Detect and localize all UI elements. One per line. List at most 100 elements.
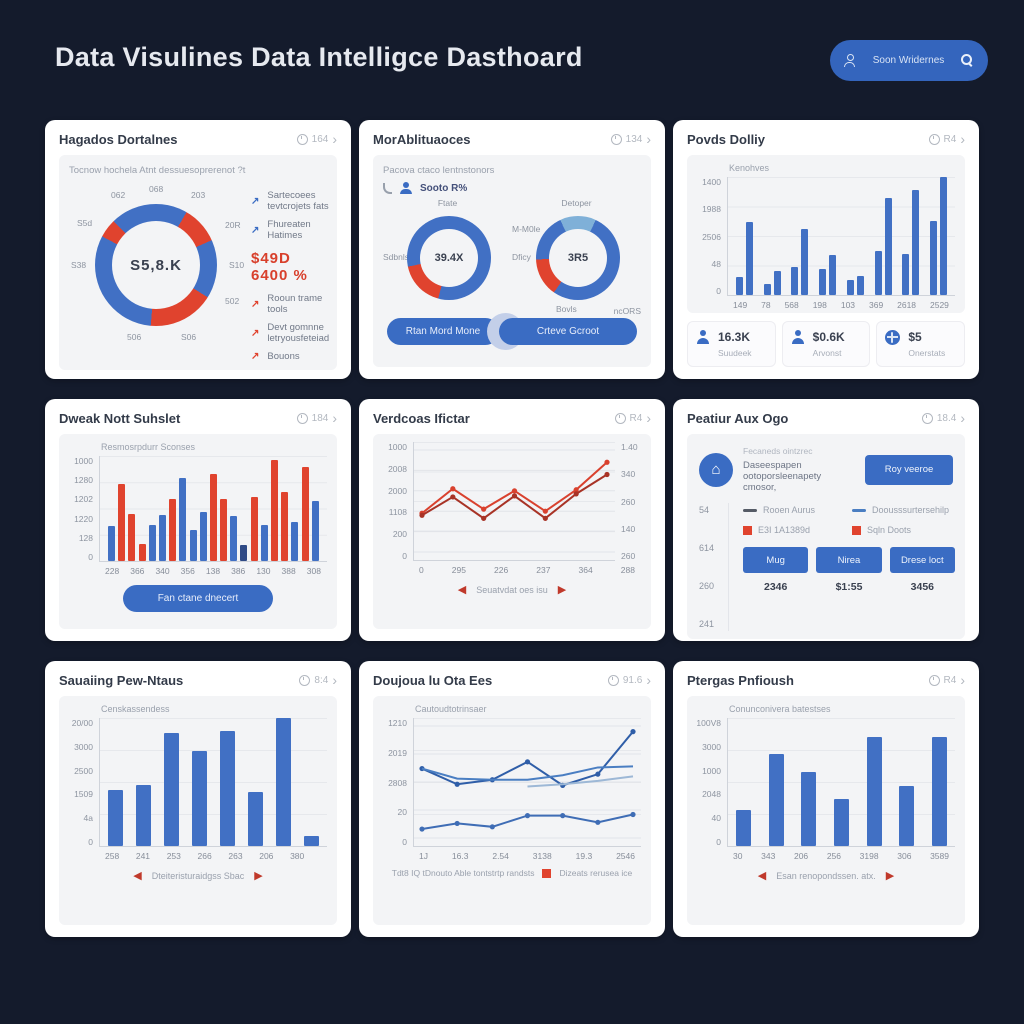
card-meta[interactable]: 164	[296, 132, 337, 147]
card-meta[interactable]: R4	[928, 132, 965, 147]
search-bar[interactable]: Soon Wridernes	[830, 40, 988, 81]
bar	[874, 251, 882, 295]
search-icon[interactable]	[961, 54, 974, 67]
person-icon	[400, 182, 412, 194]
clock-icon	[299, 675, 311, 686]
chevron-right-icon	[646, 132, 651, 147]
card-body: 1000 2008 2000 1108 200 0 1.40 340 260 140 260 0 295…	[373, 434, 651, 629]
bar-group	[846, 177, 864, 295]
donut-label: S5d	[77, 218, 93, 228]
bar	[108, 789, 123, 846]
card-meta[interactable]: 8:4	[299, 673, 337, 688]
x-tick: 0	[419, 565, 424, 575]
next-arrow-icon[interactable]	[886, 869, 894, 882]
prev-arrow-icon[interactable]	[458, 583, 466, 596]
y-tick: 1000	[388, 442, 407, 452]
bar	[281, 491, 289, 561]
y-tick: 48	[711, 258, 721, 269]
card-peatiur-aux-ogo: Peatiur Aux Ogo 18.4 Fecaneds ointzrec D…	[673, 399, 979, 641]
y-axis: 1000 2008 2000 1108 200 0	[383, 442, 413, 561]
primary-button[interactable]: Rtan Mord Mone	[387, 318, 499, 345]
pagination: Esan renopondssen. atx.	[697, 869, 955, 882]
x-tick: 226	[494, 565, 509, 575]
bar-group	[763, 177, 781, 295]
card-meta[interactable]: R4	[928, 673, 965, 688]
globe-icon	[885, 330, 901, 345]
secondary-button[interactable]: Crteve Gcroot	[499, 318, 637, 345]
donut-ring: S5,8.K	[95, 204, 217, 326]
bar	[931, 737, 947, 846]
legend-item: Devt gomnne letryousfeteiad	[251, 322, 329, 344]
x-tick: 306	[897, 851, 912, 861]
y-tick: 1400	[702, 177, 721, 187]
bar	[846, 279, 854, 295]
option-button[interactable]: Mug	[743, 547, 809, 573]
y-tick: 100V8	[696, 718, 721, 728]
next-arrow-icon[interactable]	[558, 583, 566, 596]
y-tick: 20	[397, 807, 407, 818]
x-tick: 16.3	[451, 851, 469, 861]
card-meta[interactable]: 18.4	[921, 411, 965, 426]
card-verdcoas-ifictar: Verdcoas Ifictar R4 10002008200011082000…	[359, 399, 665, 641]
bar	[763, 284, 771, 295]
chevron-right-icon	[332, 411, 337, 426]
x-tick: 253	[166, 851, 181, 861]
card-povds-dolliy: Povds Dolliy R4 Kenohves1400198825064801…	[673, 120, 979, 379]
chart-series-label: Conunconivera batestses	[729, 704, 831, 714]
pagination: Seuatvdat oes isu	[383, 583, 641, 596]
legend: Rooen Aurus Doousssurtersehilp E3I 1A138…	[743, 505, 955, 535]
x-tick: 356	[180, 566, 195, 576]
donut-center-value: S5,8.K	[112, 221, 200, 309]
card-title: Peatiur Aux Ogo	[687, 411, 789, 426]
y-tick: 1220	[74, 513, 93, 524]
plot-area	[413, 442, 615, 561]
bar	[276, 718, 291, 846]
bar	[220, 499, 228, 561]
bar	[736, 277, 743, 295]
x-tick: 149	[733, 300, 748, 310]
bar	[899, 785, 915, 846]
next-arrow-icon[interactable]	[254, 869, 262, 882]
info-button[interactable]: Roy veeroe	[865, 454, 953, 485]
x-tick: 198	[812, 300, 827, 310]
card-meta[interactable]: 91.6	[607, 673, 651, 688]
option-button[interactable]: Drese loct	[889, 547, 955, 573]
card-body: Censkassendess 20/00 3000 2500 1509 4a 0 258 241…	[59, 696, 337, 925]
plot-area	[727, 177, 955, 296]
x-tick: 138	[205, 566, 221, 576]
card-meta[interactable]: 184	[296, 411, 337, 426]
plot-area	[727, 718, 955, 847]
card-meta-value: R4	[943, 675, 957, 686]
bar	[819, 269, 827, 295]
bar	[833, 798, 849, 846]
y-tick: 4a	[83, 813, 93, 824]
option-button[interactable]: Nirea	[816, 547, 882, 573]
donut-label: M-M0le	[512, 224, 541, 234]
line-plot	[414, 449, 615, 553]
clock-icon	[928, 675, 940, 686]
donut-label: S38	[71, 260, 87, 270]
x-tick: 78	[761, 300, 771, 310]
card-title: MorAblituaoces	[373, 132, 471, 147]
x-tick: 206	[793, 851, 809, 861]
x-tick: 568	[784, 300, 799, 310]
donut-center-value: 39.4X	[420, 229, 478, 287]
y-tick: 2808	[388, 777, 407, 788]
action-button[interactable]: Fan ctane dnecert	[123, 585, 273, 612]
card-title: Sauaiing Pew-Ntaus	[59, 673, 184, 688]
donut-chart-developer: Detoper M-M0le Dficy Bovls ncORS 3R5	[512, 196, 641, 316]
card-meta-value: R4	[943, 134, 957, 145]
x-tick: 206	[259, 851, 274, 861]
bar-group	[819, 177, 837, 295]
donut-ring: 3R5	[536, 216, 620, 300]
prev-arrow-icon[interactable]	[133, 869, 141, 882]
bar	[791, 266, 799, 295]
x-tick: 380	[290, 851, 305, 861]
prev-arrow-icon[interactable]	[758, 869, 766, 882]
bar	[220, 730, 235, 846]
card-meta[interactable]: R4	[614, 411, 651, 426]
y-tick: 40	[711, 813, 721, 824]
line-chart: 1000 2008 2000 1108 200 0 1.40 340 260 140 260 0 295…	[383, 442, 641, 575]
card-meta[interactable]: 134	[610, 132, 651, 147]
info-row: Fecaneds ointzrec Daseespapen ootoporsle…	[697, 442, 955, 503]
